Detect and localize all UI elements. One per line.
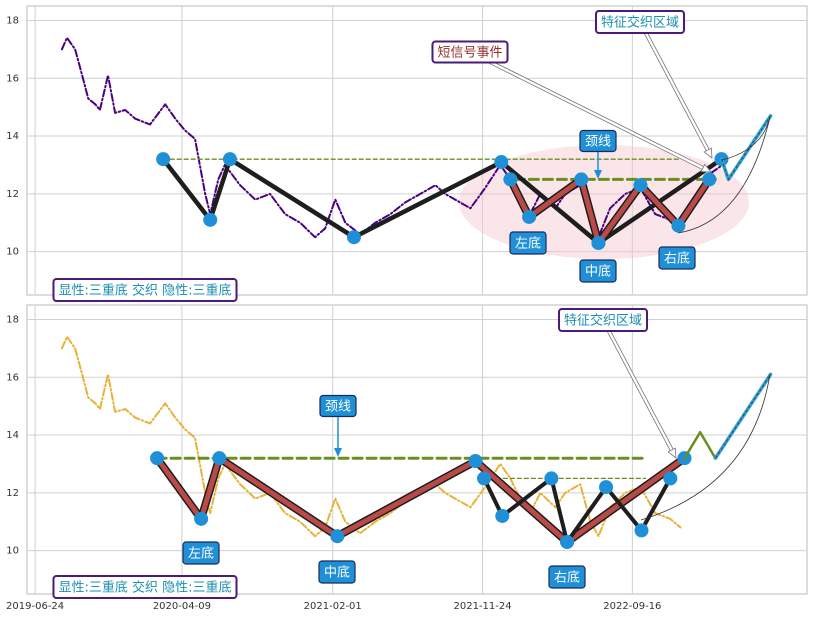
point-marker [477, 471, 492, 486]
label-tag: 颈线 [325, 400, 351, 415]
arrow-shaft [601, 319, 673, 451]
x-tick-label: 2022-09-16 [603, 601, 661, 612]
arrow-head [700, 163, 712, 173]
x-tick-label: 2021-02-01 [304, 601, 362, 612]
point-marker [574, 172, 589, 187]
point-marker [599, 480, 614, 495]
arrow-head [667, 447, 677, 459]
label-tag: 左底 [188, 546, 214, 562]
callout-box [52, 278, 238, 302]
point-marker [663, 471, 678, 486]
y-tick-label: 14 [6, 430, 19, 441]
y-tick-label: 12 [6, 189, 19, 200]
callout-label: 显性:三重底 交织 隐性:三重底 [58, 580, 231, 596]
callout-box [594, 10, 686, 34]
arrow-head [703, 147, 713, 159]
label-tag: 中底 [324, 565, 350, 581]
callout-label: 短信号事件 [437, 46, 502, 61]
point-marker [522, 209, 537, 224]
x-tick-label: 2019-06-24 [6, 601, 64, 612]
callout-label: 特征交织区域 [564, 313, 642, 329]
tag-box [579, 129, 617, 153]
point-marker [330, 529, 345, 544]
point-marker [203, 212, 218, 227]
plot-area [26, 304, 808, 595]
projection-curve [640, 373, 771, 521]
point-marker [702, 172, 717, 187]
point-marker [494, 155, 509, 170]
projection-curve [677, 116, 771, 234]
point-marker [495, 508, 510, 523]
point-marker [591, 235, 606, 250]
point-marker [156, 152, 171, 167]
arrow-head [334, 448, 342, 457]
y-tick-label: 16 [6, 73, 19, 84]
arrow-shaft [638, 21, 709, 151]
label-tag: 左底 [515, 236, 541, 252]
label-tag: 右底 [664, 251, 690, 267]
data-line [683, 430, 717, 460]
point-marker [634, 523, 649, 538]
tag-box [579, 259, 617, 283]
point-marker [222, 152, 237, 167]
point-marker [194, 511, 209, 526]
bottom-panel: 10 12 14 16 18 2019-06-24 2020-04-09 2021-02-01… [6, 304, 808, 612]
label-tag: 中底 [585, 264, 611, 280]
point-marker [503, 172, 518, 187]
point-marker [671, 218, 686, 233]
tag-box [658, 246, 696, 270]
y-tick-label: 18 [6, 15, 19, 26]
point-marker [212, 451, 227, 466]
line-inner [714, 374, 772, 459]
y-tick-label: 10 [6, 546, 19, 557]
tag-box [319, 394, 357, 418]
data-line [60, 335, 682, 538]
point-marker [560, 534, 575, 549]
callout-label: 显性:三重底 交织 隐性:三重底 [58, 283, 231, 299]
projection-curve [721, 116, 771, 161]
point-marker [468, 454, 483, 469]
point-marker [544, 471, 559, 486]
tag-box [318, 560, 356, 584]
tag-box [509, 231, 547, 255]
y-tick-label: 10 [6, 247, 19, 258]
point-marker [346, 230, 361, 245]
point-marker [633, 178, 648, 193]
tag-box [548, 565, 586, 589]
y-tick-label: 14 [6, 131, 19, 142]
arrow-head [594, 170, 602, 179]
arrow-shaft [469, 50, 704, 170]
point-marker [150, 451, 165, 466]
x-tick-label: 2020-04-09 [153, 601, 211, 612]
callout-box [431, 40, 509, 64]
line-inner [721, 115, 772, 181]
label-tag: 右底 [554, 570, 580, 586]
callout-box [52, 575, 238, 599]
label-tag: 颈线 [585, 135, 611, 150]
callout-label: 特征交织区域 [601, 15, 679, 31]
y-tick-label: 18 [6, 314, 19, 325]
y-tick-label: 16 [6, 372, 19, 383]
y-tick-label: 12 [6, 488, 19, 499]
x-tick-label: 2021-11-24 [453, 601, 511, 612]
tag-box [182, 541, 220, 565]
callout-box [557, 308, 649, 332]
